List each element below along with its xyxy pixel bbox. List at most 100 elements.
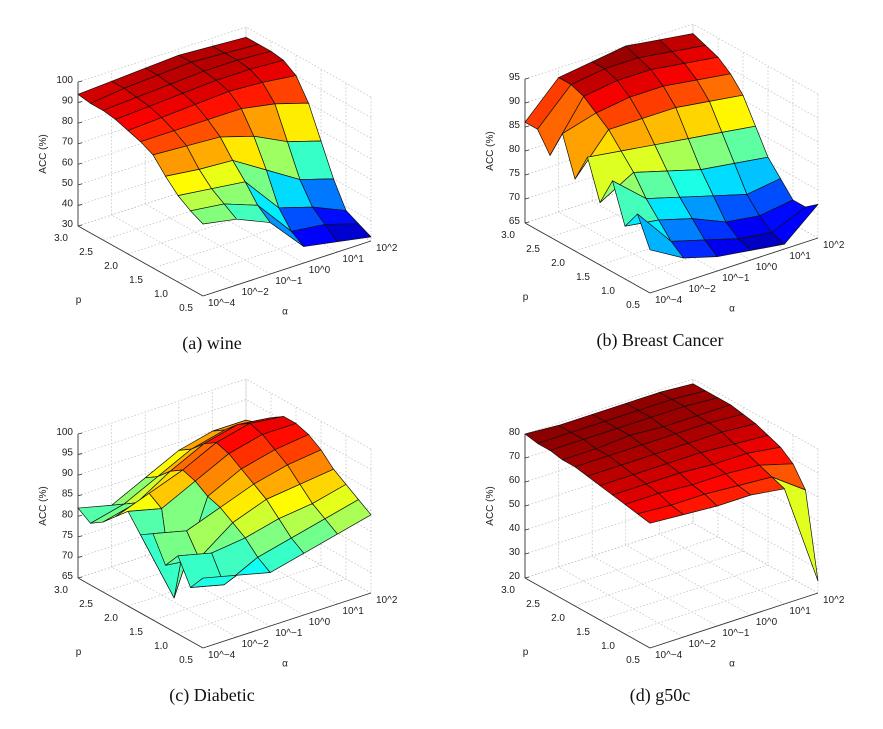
z-tick-label: 70 [509,451,521,462]
alpha-tick-label: 10^−4 [655,295,683,306]
z-tick-mark [524,576,530,579]
p-tick-label: 1.5 [576,272,590,283]
z-tick-mark [524,432,530,435]
p-tick-label: 2.0 [551,613,565,624]
alpha-axis-label: α [729,659,735,670]
z-tick-mark [77,204,83,206]
p-tick-label: 1.0 [601,641,615,652]
p-tick-label: 1.0 [601,286,615,297]
z-tick-label: 85 [62,489,74,500]
z-tick-label: 30 [62,219,74,230]
z-tick-mark [77,224,83,227]
alpha-tick-label: 10^2 [823,595,845,606]
alpha-tick-label: 10^−2 [689,284,717,295]
z-tick-label: 90 [62,468,74,479]
z-tick-label: 50 [62,178,74,189]
p-axis-line [77,225,204,297]
alpha-axis-label: α [282,307,288,318]
z-tick-label: 40 [509,523,521,534]
alpha-axis-label: α [729,304,735,315]
alpha-tick-label: 10^1 [789,606,811,617]
alpha-tick-label: 10^2 [823,240,845,251]
z-tick-mark [77,183,83,186]
subfigure-caption: (a) wine [182,333,241,354]
gridline-alpha [144,412,271,627]
z-tick-label: 50 [509,499,521,510]
p-tick-label: 3.0 [54,585,68,596]
z-tick-mark [77,535,83,538]
z-tick-label: 80 [62,116,74,127]
alpha-tick-label: 10^−1 [275,628,303,639]
z-tick-label: 40 [62,198,74,209]
p-axis-line [524,222,651,294]
p-tick-label: 2.5 [526,599,540,610]
z-tick-mark [524,125,530,128]
z-tick-label: 75 [509,168,521,179]
alpha-axis-line [202,592,372,649]
z-axis-label: ACC (%) [485,486,496,525]
p-axis-label: p [523,292,529,303]
p-tick-label: 1.5 [576,627,590,638]
surface-facet [637,504,684,524]
subfigure-caption: (b) Breast Cancer [597,330,724,351]
p-tick-label: 0.5 [626,655,640,666]
p-tick-label: 0.5 [626,300,640,311]
p-tick-label: 2.0 [551,258,565,269]
z-tick-label: 65 [62,571,74,582]
alpha-axis-line [649,592,819,649]
p-axis-label: p [523,647,529,658]
z-tick-mark [77,80,83,83]
p-axis-line [524,577,651,649]
z-axis-label: ACC (%) [38,486,49,525]
alpha-axis-line [649,237,819,294]
alpha-tick-label: 10^1 [342,254,364,265]
z-tick-mark [77,453,83,455]
z-tick-label: 30 [509,547,521,558]
z-tick-label: 20 [509,571,521,582]
alpha-tick-label: 10^−2 [689,639,717,650]
z-tick-label: 95 [62,448,74,459]
z-tick-mark [524,456,530,459]
surface-plot-panel: 30 40 50 60 70 80 90 100 0.5 1.0 1.5 2.0 2.5 3.0 10^−4… [38,26,398,354]
p-tick-label: 1.0 [154,641,168,652]
surface-facet [190,574,237,588]
alpha-axis-label: α [282,659,288,670]
z-tick-mark [524,197,530,200]
wall-gridline [524,522,819,594]
z-tick-mark [77,142,83,145]
alpha-tick-label: 10^−1 [275,276,303,287]
gridline-alpha [111,423,237,638]
p-tick-label: 2.5 [79,247,93,258]
z-tick-label: 80 [62,509,74,520]
z-tick-mark [524,480,530,483]
alpha-tick-label: 10^−1 [722,273,750,284]
z-tick-mark [524,552,530,555]
alpha-tick-label: 10^−4 [655,650,683,661]
z-tick-label: 95 [509,72,521,83]
z-tick-mark [77,514,83,517]
z-tick-mark [524,101,530,104]
p-tick-label: 2.5 [526,244,540,255]
z-tick-label: 90 [62,96,74,107]
alpha-tick-label: 10^1 [342,606,364,617]
z-tick-label: 65 [509,216,521,227]
surface-plot-panel: 65 70 75 80 85 90 95 100 0.5 1.0 1.5 2.0 2.5 3.0 10^−4… [38,378,398,706]
z-tick-mark [77,101,83,103]
p-tick-label: 2.0 [104,261,118,272]
surface-facet [190,203,237,225]
subfigure-caption: (d) g50c [630,685,690,706]
z-tick-mark [524,528,530,531]
z-tick-label: 70 [62,137,74,148]
z-axis-label: ACC (%) [38,134,49,173]
z-tick-label: 70 [509,192,521,203]
alpha-tick-label: 10^−1 [722,628,750,639]
p-tick-label: 0.5 [179,303,193,314]
z-tick-mark [77,162,83,165]
z-tick-mark [77,576,83,579]
z-tick-mark [77,473,83,476]
z-tick-label: 85 [509,120,521,131]
z-tick-mark [77,432,83,435]
p-tick-label: 3.0 [54,233,68,244]
p-tick-label: 1.5 [129,627,143,638]
